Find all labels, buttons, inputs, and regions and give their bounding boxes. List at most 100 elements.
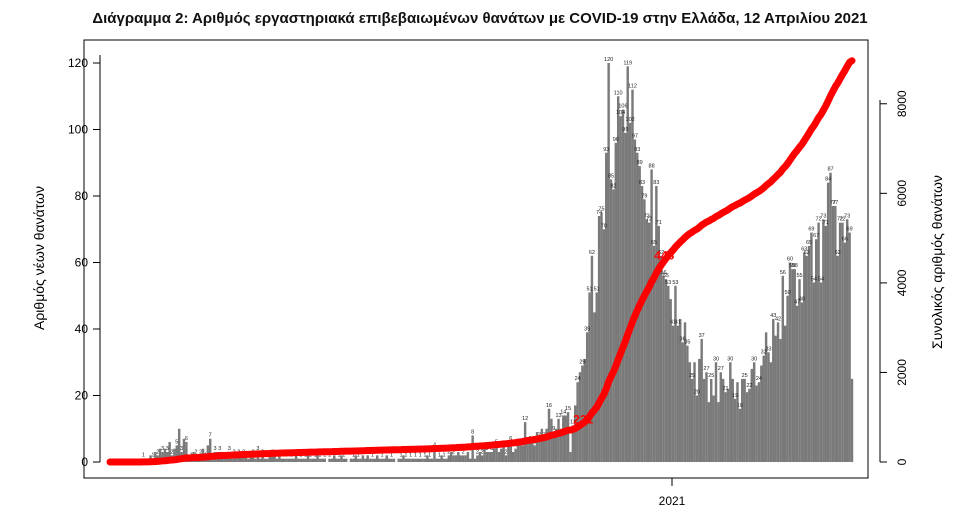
bar-value-label: 15 xyxy=(565,406,571,412)
bar xyxy=(356,458,360,462)
bar xyxy=(593,312,596,463)
bar xyxy=(614,142,618,463)
bar xyxy=(457,452,460,462)
bar xyxy=(318,458,322,462)
bar xyxy=(521,445,524,463)
bar xyxy=(762,355,765,462)
bar-value-label: 119 xyxy=(623,60,632,66)
bar xyxy=(366,455,369,462)
bar-value-label: 42 xyxy=(775,316,781,322)
bar-value-label: 1 xyxy=(442,453,445,459)
bar-value-label: 48 xyxy=(799,296,805,302)
bar xyxy=(595,292,598,462)
bar-value-label: 2 xyxy=(194,449,197,455)
bar-value-label: 69 xyxy=(847,227,853,233)
bar xyxy=(628,122,632,462)
bar xyxy=(793,269,796,462)
bar xyxy=(619,116,622,462)
bar xyxy=(414,458,417,462)
bar-value-label: 65 xyxy=(806,240,812,246)
bar xyxy=(824,225,827,462)
bar xyxy=(294,455,298,462)
bar-value-label: 54 xyxy=(811,276,817,282)
bar xyxy=(745,392,749,462)
right-tick-label: 0 xyxy=(895,458,909,465)
bar-value-label: 2 xyxy=(170,449,173,455)
bar xyxy=(726,388,730,462)
bar-value-label: 1 xyxy=(371,453,374,459)
bar xyxy=(712,395,715,462)
bar-value-label: 3 xyxy=(485,446,488,452)
bar xyxy=(407,458,410,462)
bar xyxy=(616,96,620,462)
bar-value-label: 120 xyxy=(604,57,613,63)
bar-value-label: 63 xyxy=(801,247,807,253)
bar xyxy=(736,382,739,462)
bar xyxy=(404,458,408,462)
bar xyxy=(335,458,338,462)
left-tick-label: 40 xyxy=(75,322,89,336)
bar-value-label: 1 xyxy=(419,453,422,459)
plot-frame xyxy=(83,39,869,479)
bar xyxy=(263,458,267,462)
bar xyxy=(161,452,164,462)
bar xyxy=(492,448,496,462)
bar xyxy=(578,372,582,462)
bar xyxy=(576,382,579,462)
bar xyxy=(447,455,450,462)
bar xyxy=(597,215,601,462)
bar xyxy=(607,63,610,462)
bar-value-label: 2 xyxy=(481,449,484,455)
bar xyxy=(554,428,558,462)
bar-value-label: 16 xyxy=(737,403,743,409)
bar-value-label: 72 xyxy=(837,217,843,223)
bar xyxy=(254,458,257,462)
bar-value-label: 102 xyxy=(626,117,635,123)
chart-title: Διάγραμμα 2: Αριθμός εργαστηριακά επιβεβ… xyxy=(92,10,868,27)
bar-value-label: 62 xyxy=(804,250,810,256)
bar xyxy=(240,455,243,462)
bar xyxy=(669,299,672,462)
bar xyxy=(454,455,458,462)
bar xyxy=(664,279,668,463)
bar xyxy=(514,448,517,462)
bar xyxy=(416,458,419,462)
bar xyxy=(655,186,658,462)
bar-value-label: 1 xyxy=(390,453,393,459)
bar xyxy=(757,382,761,462)
bar-value-label: 43 xyxy=(770,313,776,319)
bar xyxy=(154,452,157,462)
bar-value-label: 84 xyxy=(825,177,831,183)
bar-value-label: 13 xyxy=(555,413,561,419)
bar xyxy=(177,428,181,462)
bar xyxy=(707,402,711,462)
left-ticks-group: 0 20 40 60 80 100 120 xyxy=(68,56,100,469)
bar-value-label: 1 xyxy=(151,453,154,459)
bar-value-label: 83 xyxy=(653,180,659,186)
bar xyxy=(531,442,534,462)
bar xyxy=(280,458,283,462)
bar xyxy=(445,458,448,462)
bar xyxy=(683,322,687,462)
left-axis-label: Αριθμός νέων θανάτων xyxy=(31,186,47,330)
bar xyxy=(402,455,405,462)
bar xyxy=(686,345,689,463)
bar-value-label: 8 xyxy=(471,429,474,435)
bar xyxy=(760,365,763,462)
bar xyxy=(473,458,477,462)
bar xyxy=(340,455,343,462)
bar xyxy=(244,455,248,462)
bar-value-label: 32 xyxy=(761,350,767,356)
bar-value-label: 6 xyxy=(509,436,512,442)
bar xyxy=(383,458,386,462)
bar-value-label: 1 xyxy=(438,453,441,459)
bar-value-label: 2 xyxy=(199,449,202,455)
bar-value-label: 24 xyxy=(575,376,581,382)
bar-value-label: 1 xyxy=(323,453,326,459)
bar xyxy=(330,458,334,462)
line-annotation: 446 xyxy=(654,248,674,262)
bar xyxy=(681,342,684,462)
